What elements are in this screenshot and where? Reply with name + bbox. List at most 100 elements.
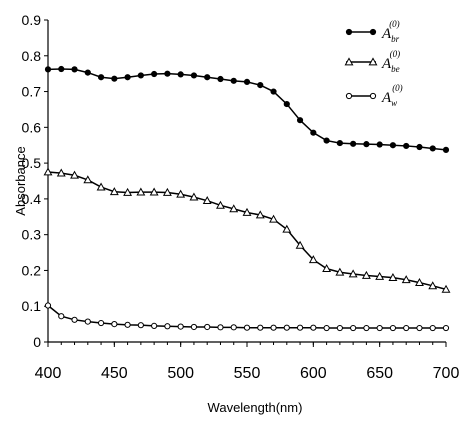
legend-label: Abe(0) [381, 49, 400, 74]
x-tick-label: 600 [300, 365, 327, 382]
y-axis-title: Absorbance [13, 146, 28, 215]
data-point [282, 224, 292, 233]
data-point [295, 240, 305, 249]
y-tick-label: 0.2 [22, 262, 42, 278]
data-point [58, 65, 65, 73]
y-tick-label: 0.5 [22, 155, 42, 171]
legend-marker [369, 92, 377, 100]
y-tick-label: 0.6 [22, 119, 42, 135]
x-axis-title: Wavelength(nm) [208, 400, 303, 415]
data-point [44, 302, 52, 309]
data-point [296, 117, 304, 124]
data-point [350, 324, 357, 332]
data-point [217, 75, 224, 83]
data-point [401, 275, 411, 284]
data-point [308, 255, 318, 264]
legend-label: Aw(0) [381, 83, 403, 108]
data-point [388, 272, 398, 281]
data-point [177, 323, 184, 330]
x-tick-label: 400 [35, 365, 62, 382]
legend: Abr(0) Abe(0) Aw(0) [344, 19, 403, 108]
data-point [336, 139, 343, 147]
data-point [415, 277, 424, 286]
data-point [190, 323, 198, 331]
data-point [83, 175, 93, 184]
data-point [189, 192, 199, 201]
data-point [257, 324, 264, 331]
y-tick-label: 0.8 [22, 48, 42, 64]
data-point [257, 82, 264, 89]
data-point [162, 187, 172, 196]
data-point [217, 324, 224, 331]
legend-label: Abr(0) [381, 19, 400, 44]
data-point [416, 324, 423, 332]
data-point [442, 146, 450, 153]
data-point [109, 187, 119, 196]
data-point [270, 324, 277, 331]
legend-marker [345, 92, 353, 100]
data-point [429, 324, 436, 332]
data-point [124, 74, 131, 81]
data-point [190, 72, 198, 79]
data-point [336, 324, 343, 332]
data-point [123, 187, 133, 196]
data-point [58, 313, 65, 320]
data-point [56, 168, 66, 177]
data-point [96, 182, 106, 191]
series-layer [43, 65, 451, 332]
y-tick-label: 0.9 [22, 12, 42, 28]
data-point [243, 78, 251, 85]
data-point [216, 200, 225, 209]
data-point [441, 284, 451, 293]
data-point [149, 187, 159, 196]
data-point [204, 323, 211, 331]
data-point [350, 140, 357, 147]
y-tick-label: 0.1 [22, 298, 42, 314]
data-point [389, 324, 397, 332]
legend-entry-2: Abe(0) [344, 49, 400, 74]
data-point [137, 322, 144, 329]
data-point [323, 324, 330, 332]
data-point [416, 143, 423, 151]
data-point [44, 66, 52, 73]
x-tick-label: 700 [433, 365, 460, 382]
x-tick-label: 550 [234, 365, 261, 382]
data-point [71, 66, 78, 73]
series-line [47, 171, 447, 291]
data-point [242, 207, 252, 216]
data-point [70, 170, 79, 179]
data-point [136, 187, 146, 196]
data-point [151, 70, 158, 78]
legend-marker [344, 57, 354, 66]
data-point [97, 74, 105, 81]
data-point [177, 71, 184, 78]
data-point [255, 210, 265, 219]
data-point [176, 189, 186, 198]
x-tick-label: 500 [167, 365, 194, 382]
data-point [361, 270, 371, 279]
legend-entry-1: Abr(0) [345, 19, 400, 44]
data-point [442, 324, 450, 332]
data-point [322, 264, 332, 273]
data-point [375, 271, 385, 280]
legend-marker [368, 57, 378, 66]
data-point [164, 323, 171, 330]
data-point [137, 72, 144, 79]
series-2 [43, 167, 451, 293]
data-point [164, 70, 171, 77]
data-point [283, 324, 290, 331]
data-point [229, 204, 239, 213]
data-point [363, 324, 370, 332]
data-point [202, 196, 212, 205]
data-point [429, 145, 436, 152]
data-point [348, 269, 358, 278]
series-1 [44, 65, 450, 153]
legend-marker [345, 28, 353, 36]
data-point [376, 324, 383, 332]
data-point [243, 324, 251, 331]
ticks: 0 0.1 0.2 0.3 0.4 0.5 0.6 0.7 0.8 0.9 400 450 500 550… [22, 12, 460, 382]
y-tick-label: 0.3 [22, 227, 42, 243]
data-point [296, 324, 304, 331]
data-point [389, 142, 397, 149]
